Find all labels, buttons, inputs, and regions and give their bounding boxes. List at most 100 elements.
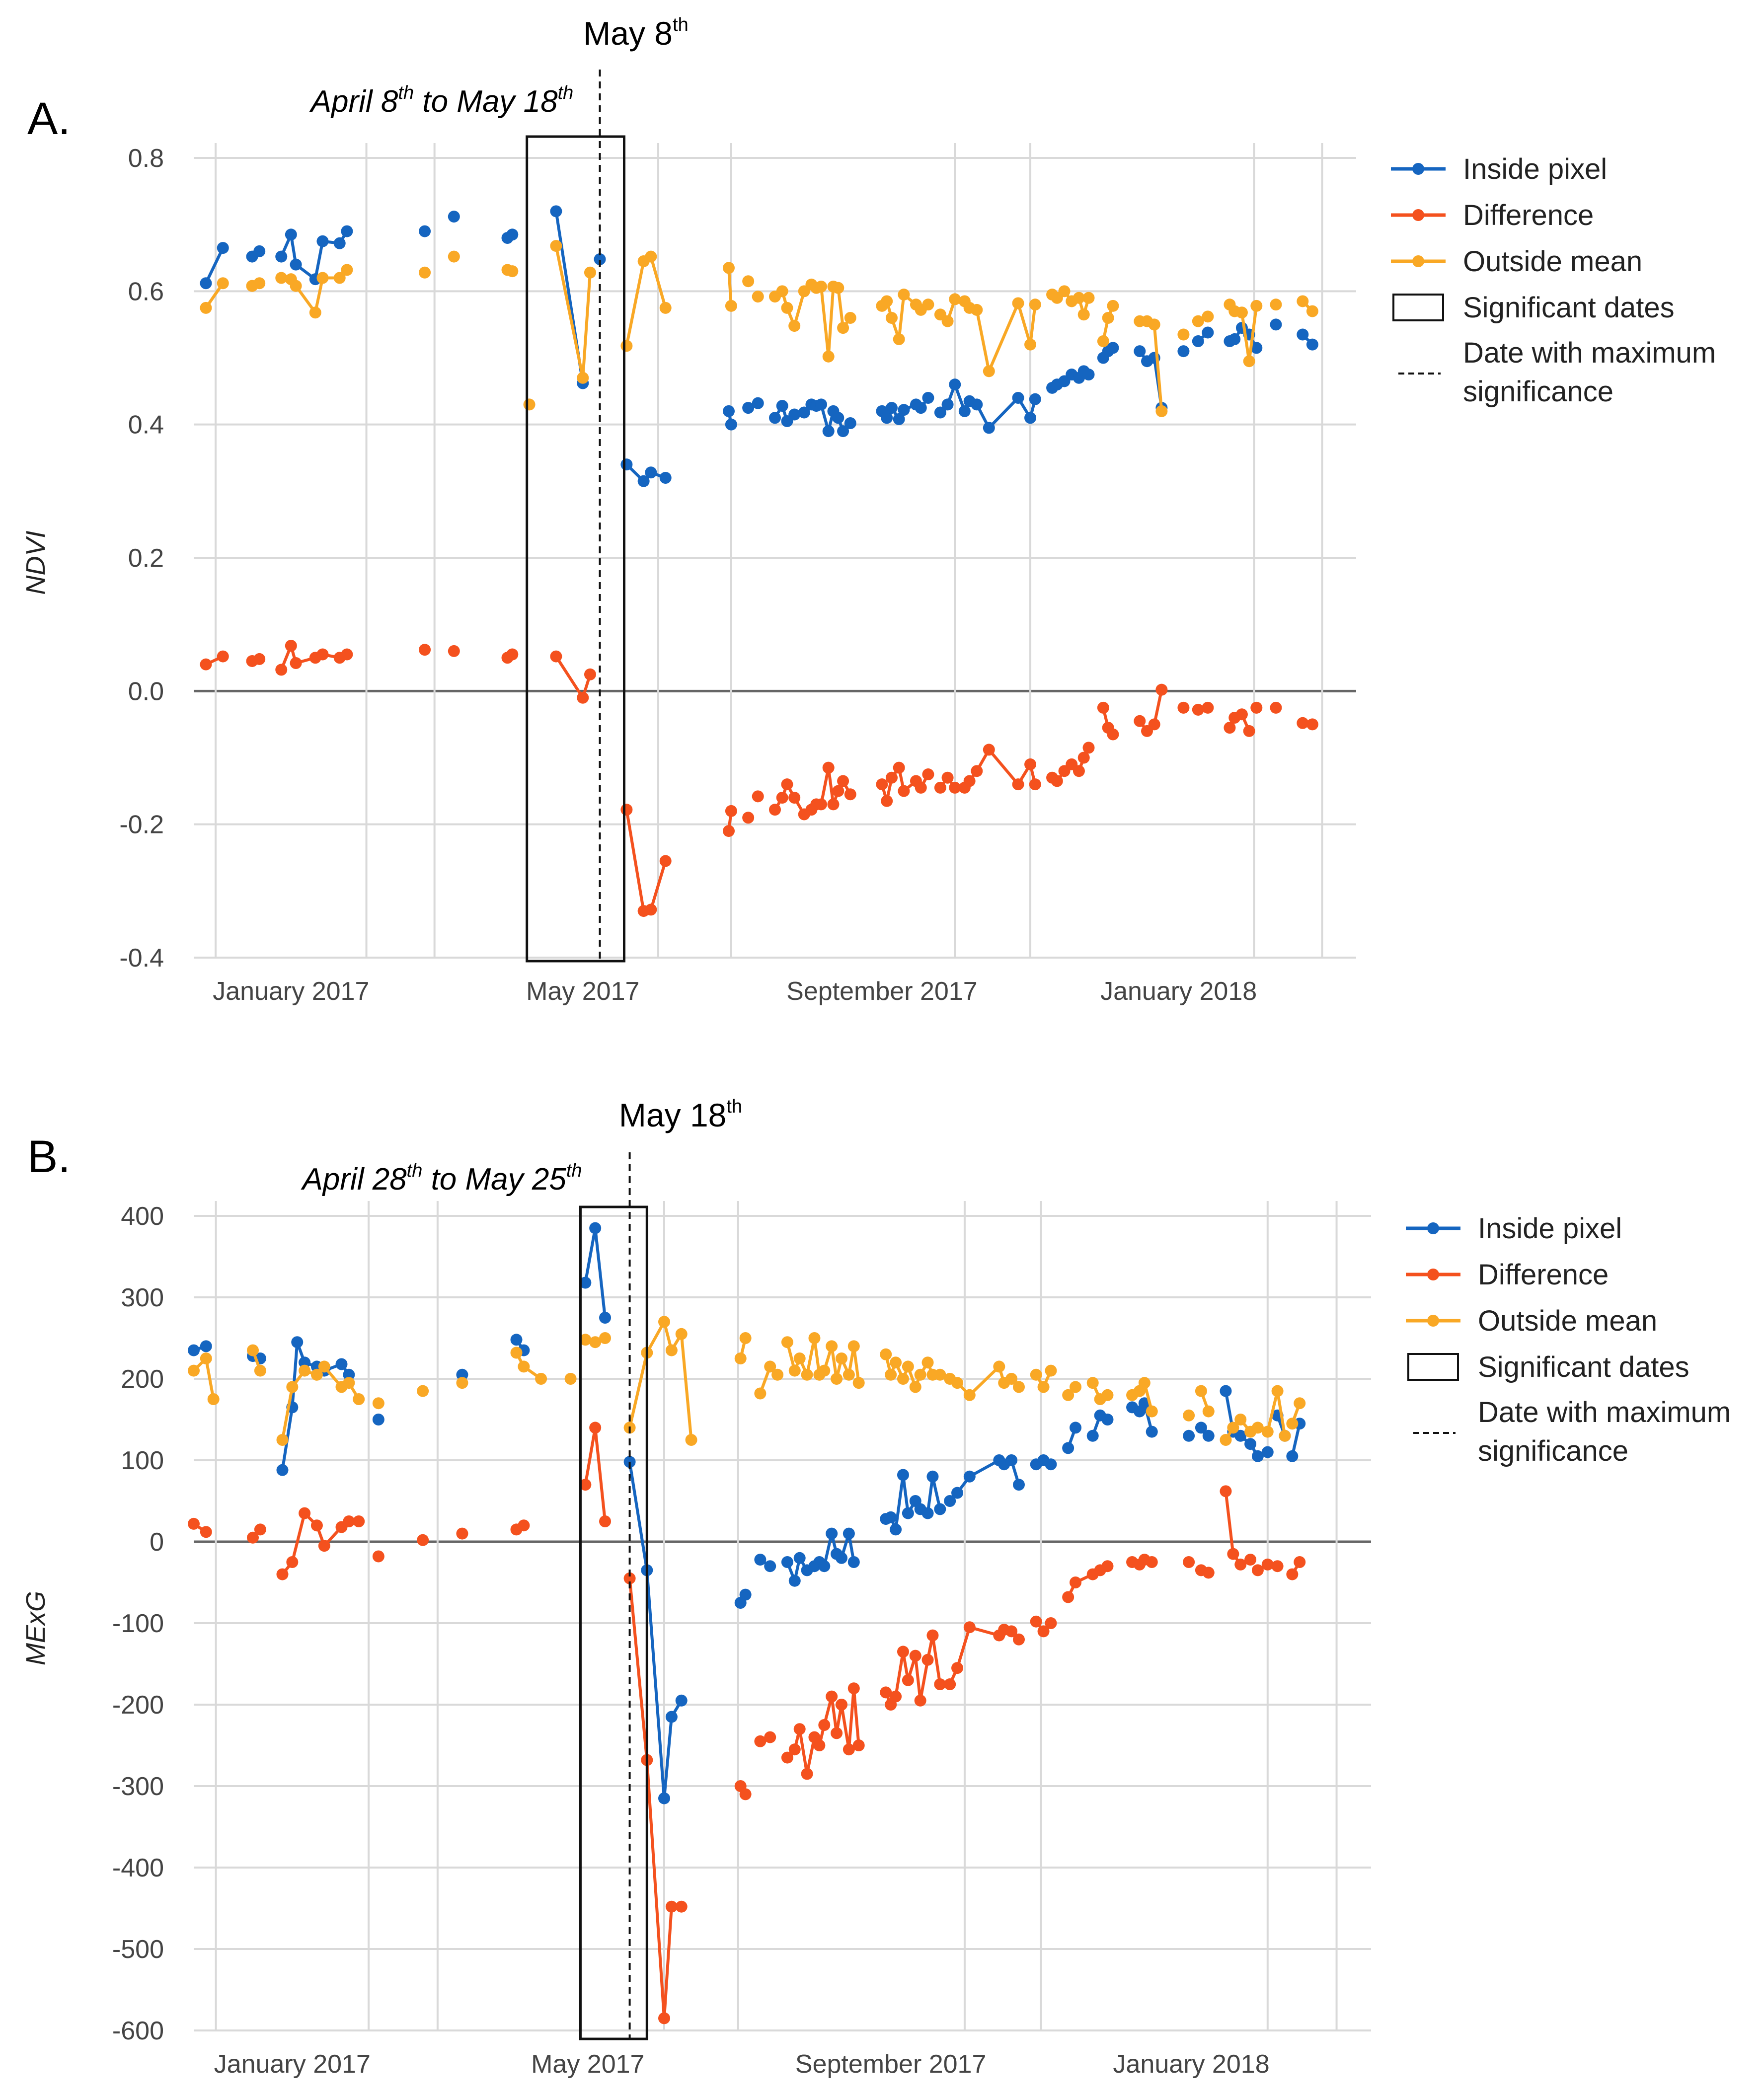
data-point <box>1183 1556 1195 1568</box>
data-point <box>1012 297 1024 309</box>
data-point <box>781 1751 793 1764</box>
data-point <box>685 1434 697 1446</box>
legend-marker <box>1412 209 1424 221</box>
data-point <box>993 1360 1005 1373</box>
significant-dates-box <box>579 1205 648 2040</box>
legend-label: Significant dates <box>1463 292 1675 324</box>
series-line-segment <box>584 1426 607 1522</box>
data-point <box>1234 1558 1247 1571</box>
data-point <box>275 250 288 263</box>
data-point <box>941 398 954 411</box>
data-point <box>316 648 329 661</box>
data-point <box>253 277 266 290</box>
data-point <box>276 1568 289 1580</box>
data-point <box>599 1332 612 1344</box>
data-point <box>822 761 835 774</box>
data-point <box>1058 285 1071 298</box>
data-point <box>599 1515 612 1527</box>
data-point <box>754 1554 767 1566</box>
data-point <box>675 1900 688 1913</box>
data-point <box>645 903 657 916</box>
data-point <box>448 211 460 223</box>
data-point <box>951 1662 964 1674</box>
legend-label: Date with maximum <box>1478 1396 1731 1428</box>
x-tick-label: January 2017 <box>213 977 369 1006</box>
data-point <box>915 781 927 794</box>
data-point <box>1148 318 1160 331</box>
data-point <box>506 648 519 661</box>
data-point <box>589 1222 602 1234</box>
data-point <box>1070 1381 1082 1393</box>
data-point <box>594 253 606 265</box>
data-point <box>1270 318 1282 331</box>
data-point <box>934 1678 946 1690</box>
data-point <box>734 1352 747 1364</box>
data-point <box>1077 751 1090 764</box>
series-line-segment <box>625 255 667 346</box>
data-point <box>510 1334 523 1346</box>
data-point <box>1235 708 1248 721</box>
y-tick-label: 0.6 <box>128 277 164 306</box>
data-point <box>1012 1479 1025 1491</box>
x-tick-label: September 2017 <box>795 2050 987 2079</box>
data-point <box>299 1356 311 1369</box>
data-point <box>781 778 793 791</box>
data-point <box>1202 1429 1215 1442</box>
data-point <box>309 306 321 319</box>
data-point <box>1306 718 1318 731</box>
data-point <box>623 1572 636 1584</box>
data-point <box>1062 1389 1074 1401</box>
data-point <box>645 250 657 263</box>
x-tick-label: January 2018 <box>1113 2050 1269 2079</box>
y-axis-title: NDVI <box>21 530 51 595</box>
y-tick-label: 300 <box>121 1283 164 1312</box>
data-point <box>1024 758 1037 770</box>
data-point <box>949 781 961 794</box>
data-point <box>535 1373 547 1385</box>
data-point <box>620 804 633 816</box>
data-point <box>1024 412 1037 424</box>
data-point <box>1073 292 1085 304</box>
y-tick-label: -300 <box>112 1772 164 1801</box>
data-point <box>1286 1450 1299 1462</box>
data-point <box>1012 1633 1025 1646</box>
series-difference <box>188 1422 1306 2025</box>
data-point <box>826 1690 838 1703</box>
data-point <box>1202 310 1214 323</box>
data-point <box>518 1519 530 1532</box>
data-point <box>254 1364 266 1377</box>
legend-label: Difference <box>1463 199 1594 231</box>
data-point <box>1251 1450 1264 1462</box>
data-point <box>835 1352 847 1364</box>
data-point <box>335 1358 348 1370</box>
data-point <box>1251 1422 1264 1434</box>
data-point <box>665 1344 678 1356</box>
data-point <box>813 1739 826 1751</box>
data-point <box>291 1336 304 1349</box>
data-point <box>1146 1556 1158 1568</box>
data-point <box>843 1527 855 1540</box>
data-point <box>1070 1422 1082 1434</box>
y-tick-label: -0.4 <box>119 944 164 973</box>
data-point <box>742 402 755 414</box>
data-point <box>902 1360 914 1373</box>
data-point <box>808 1332 821 1344</box>
data-point <box>771 1368 784 1381</box>
data-point <box>448 250 460 263</box>
data-point <box>620 458 633 471</box>
data-point <box>788 1364 801 1377</box>
data-point <box>880 1348 892 1360</box>
data-point <box>333 272 346 284</box>
data-point <box>286 1556 299 1568</box>
panel-a: A. 0.8 0.6 0.4 0.2 0.0 -0.2 -0.4 January 2017 Ma… <box>21 14 1716 1006</box>
data-point <box>781 301 793 314</box>
data-point <box>659 472 672 484</box>
y-tick-label: 100 <box>121 1446 164 1475</box>
data-point <box>837 425 849 438</box>
data-point <box>1051 775 1063 787</box>
data-point <box>1030 1368 1042 1381</box>
legend-marker <box>1412 255 1424 267</box>
legend-label: significance <box>1463 375 1613 408</box>
data-point <box>843 1743 855 1756</box>
data-point <box>456 1377 468 1389</box>
